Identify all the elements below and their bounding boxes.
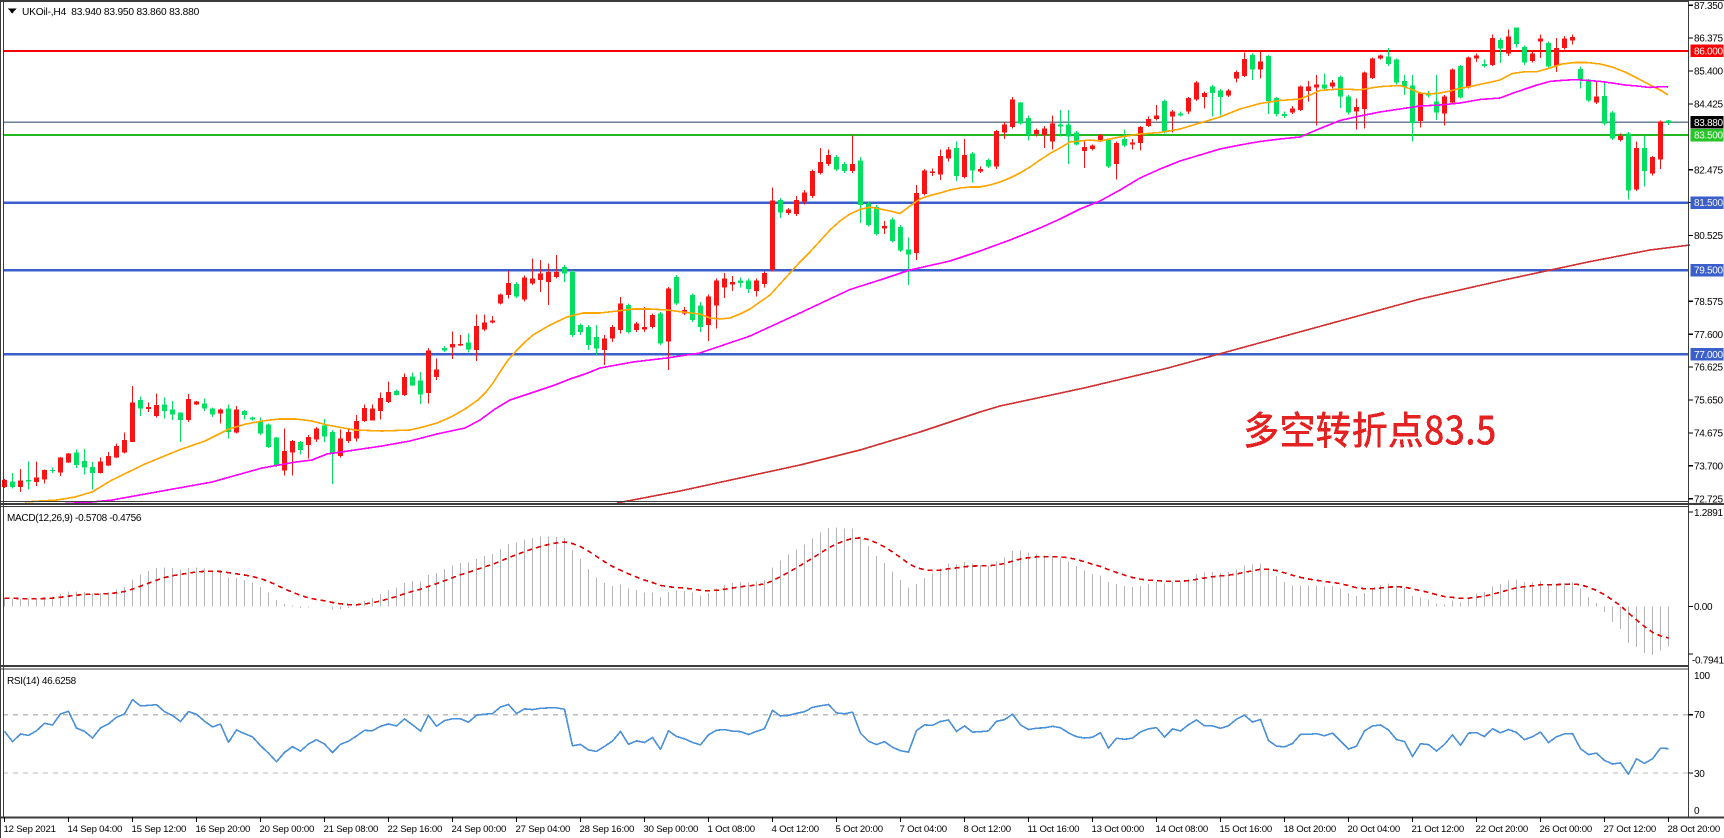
svg-text:5 Oct 20:00: 5 Oct 20:00 <box>836 824 883 835</box>
svg-text:73.700: 73.700 <box>1694 461 1724 472</box>
svg-text:74.675: 74.675 <box>1694 429 1724 440</box>
svg-text:0: 0 <box>1694 806 1700 817</box>
svg-text:70: 70 <box>1694 710 1705 721</box>
svg-text:1 Oct 08:00: 1 Oct 08:00 <box>708 824 755 835</box>
svg-text:18 Oct 20:00: 18 Oct 20:00 <box>1284 824 1337 835</box>
svg-text:85.400: 85.400 <box>1694 67 1724 78</box>
svg-text:28 Sep 16:00: 28 Sep 16:00 <box>580 824 635 835</box>
svg-text:72.725: 72.725 <box>1694 494 1724 505</box>
svg-text:83.500: 83.500 <box>1694 131 1724 142</box>
svg-text:86.375: 86.375 <box>1694 34 1724 45</box>
svg-text:15 Oct 16:00: 15 Oct 16:00 <box>1220 824 1273 835</box>
svg-text:26 Oct 00:00: 26 Oct 00:00 <box>1540 824 1593 835</box>
svg-text:24 Sep 00:00: 24 Sep 00:00 <box>452 824 507 835</box>
svg-text:82.475: 82.475 <box>1694 165 1724 176</box>
svg-text:76.625: 76.625 <box>1694 363 1724 374</box>
svg-text:22 Sep 16:00: 22 Sep 16:00 <box>388 824 443 835</box>
svg-text:13 Oct 00:00: 13 Oct 00:00 <box>1092 824 1145 835</box>
svg-text:0.00: 0.00 <box>1694 602 1713 613</box>
svg-text:20 Sep 00:00: 20 Sep 00:00 <box>260 824 315 835</box>
svg-text:MACD(12,26,9) -0.5708 -0.4756: MACD(12,26,9) -0.5708 -0.4756 <box>7 513 142 524</box>
svg-text:16 Sep 20:00: 16 Sep 20:00 <box>196 824 251 835</box>
svg-text:79.500: 79.500 <box>1694 266 1724 277</box>
svg-text:87.350: 87.350 <box>1694 1 1724 12</box>
svg-text:80.525: 80.525 <box>1694 231 1724 242</box>
svg-text:28 Oct 20:00: 28 Oct 20:00 <box>1668 824 1721 835</box>
svg-text:86.000: 86.000 <box>1694 46 1724 57</box>
svg-text:1.2891: 1.2891 <box>1694 508 1724 519</box>
svg-text:4 Oct 12:00: 4 Oct 12:00 <box>772 824 819 835</box>
svg-text:78.575: 78.575 <box>1694 297 1724 308</box>
svg-text:7 Oct 04:00: 7 Oct 04:00 <box>900 824 947 835</box>
svg-text:RSI(14) 46.6258: RSI(14) 46.6258 <box>7 676 77 687</box>
svg-text:84.425: 84.425 <box>1694 100 1724 111</box>
svg-text:21 Sep 08:00: 21 Sep 08:00 <box>324 824 379 835</box>
svg-text:77.000: 77.000 <box>1694 350 1724 361</box>
svg-text:75.650: 75.650 <box>1694 396 1724 407</box>
svg-text:22 Oct 20:00: 22 Oct 20:00 <box>1476 824 1529 835</box>
svg-text:14 Oct 08:00: 14 Oct 08:00 <box>1156 824 1209 835</box>
svg-text:83.880: 83.880 <box>1694 118 1724 129</box>
svg-text:-0.7941: -0.7941 <box>1692 656 1724 667</box>
svg-text:27 Sep 04:00: 27 Sep 04:00 <box>516 824 571 835</box>
svg-text:30 Sep 00:00: 30 Sep 00:00 <box>644 824 699 835</box>
svg-text:100: 100 <box>1694 671 1711 682</box>
svg-text:12 Sep 2021: 12 Sep 2021 <box>4 824 56 835</box>
svg-text:77.600: 77.600 <box>1694 330 1724 341</box>
svg-text:15 Sep 12:00: 15 Sep 12:00 <box>132 824 187 835</box>
svg-text:14 Sep 04:00: 14 Sep 04:00 <box>68 824 123 835</box>
svg-text:30: 30 <box>1694 769 1705 780</box>
svg-text:UKOil-,H4 83.940 83.950 83.86: UKOil-,H4 83.940 83.950 83.860 83.880 <box>22 7 200 18</box>
svg-text:8 Oct 12:00: 8 Oct 12:00 <box>964 824 1011 835</box>
svg-text:21 Oct 12:00: 21 Oct 12:00 <box>1412 824 1465 835</box>
svg-text:27 Oct 12:00: 27 Oct 12:00 <box>1604 824 1657 835</box>
svg-text:11 Oct 16:00: 11 Oct 16:00 <box>1028 824 1080 835</box>
svg-text:81.500: 81.500 <box>1694 198 1724 209</box>
svg-text:20 Oct 04:00: 20 Oct 04:00 <box>1348 824 1401 835</box>
svg-text:81.500: 81.500 <box>1694 198 1724 209</box>
